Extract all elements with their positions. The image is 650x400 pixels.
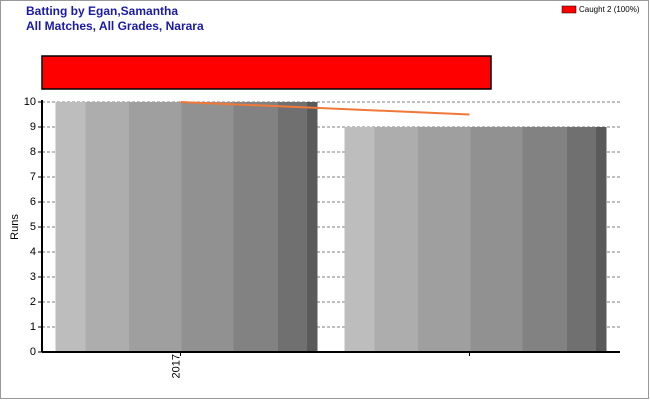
y-tick-label: 6 bbox=[30, 196, 36, 208]
y-tick-label: 9 bbox=[30, 121, 36, 133]
y-tick-label: 4 bbox=[30, 246, 36, 258]
chart-subtitle: All Matches, All Grades, Narara bbox=[26, 19, 204, 33]
y-tick-label: 7 bbox=[30, 171, 36, 183]
y-tick-label: 3 bbox=[30, 271, 36, 283]
dismissal-bar bbox=[41, 55, 492, 90]
y-tick-label: 10 bbox=[24, 96, 36, 108]
y-axis-label: Runs bbox=[9, 214, 21, 240]
bar bbox=[55, 102, 318, 352]
legend-swatch bbox=[561, 5, 577, 14]
bar bbox=[344, 127, 607, 352]
legend-label: Caught 2 (100%) bbox=[579, 5, 640, 14]
chart-title: Batting by Egan,Samantha bbox=[26, 4, 178, 18]
y-tick-label: 8 bbox=[30, 146, 36, 158]
y-tick-label: 1 bbox=[30, 321, 36, 333]
x-tick-label: 2017 bbox=[170, 354, 182, 378]
y-tick-label: 5 bbox=[30, 221, 36, 233]
average-line bbox=[180, 101, 470, 116]
y-tick-label: 0 bbox=[30, 346, 36, 358]
y-tick-label: 2 bbox=[30, 296, 36, 308]
